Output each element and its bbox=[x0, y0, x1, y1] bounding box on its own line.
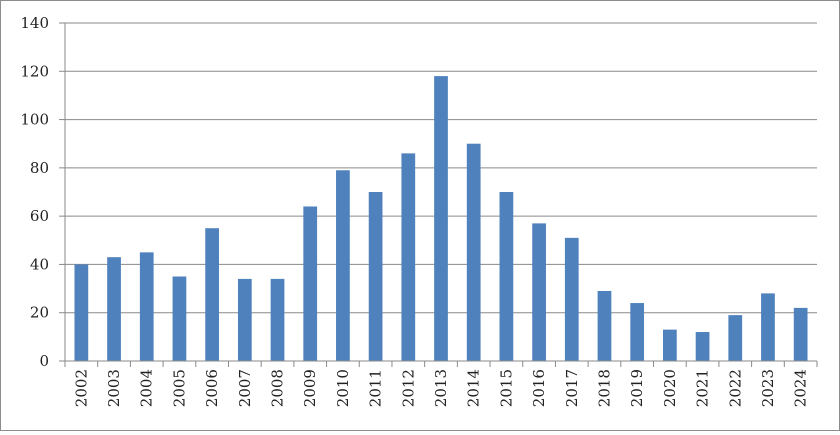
x-tick-label: 2020 bbox=[661, 369, 679, 407]
x-tick-label: 2014 bbox=[465, 369, 483, 407]
bar-2014 bbox=[466, 143, 481, 361]
x-tick-label: 2019 bbox=[628, 369, 646, 407]
x-tick-label: 2010 bbox=[334, 369, 352, 407]
bar-2004 bbox=[139, 252, 154, 361]
bar-2013 bbox=[434, 76, 448, 361]
x-tick-label: 2005 bbox=[170, 369, 188, 407]
y-tick-label: 100 bbox=[20, 111, 49, 129]
x-tick-label: 2021 bbox=[694, 369, 712, 407]
x-tick-label: 2022 bbox=[726, 369, 744, 407]
x-tick-label: 2004 bbox=[138, 369, 156, 407]
bar-2002 bbox=[74, 264, 89, 361]
x-tick-label: 2002 bbox=[72, 369, 90, 407]
bar-2005 bbox=[172, 276, 187, 361]
bar-2008 bbox=[270, 278, 285, 361]
bar-2024 bbox=[793, 307, 808, 361]
y-tick-label: 120 bbox=[20, 62, 49, 80]
y-tick-label: 20 bbox=[30, 304, 49, 322]
bar-2009 bbox=[303, 206, 318, 361]
y-tick-label: 60 bbox=[30, 207, 49, 225]
x-tick-label: 2017 bbox=[563, 369, 581, 407]
y-tick-label: 40 bbox=[30, 255, 49, 273]
bar-2017 bbox=[564, 237, 579, 361]
bar-2012 bbox=[401, 153, 416, 361]
x-tick-label: 2009 bbox=[301, 369, 319, 407]
bar-2010 bbox=[336, 170, 350, 361]
x-tick-label: 2012 bbox=[399, 369, 417, 407]
x-tick-label: 2008 bbox=[269, 369, 287, 407]
x-tick-label: 2016 bbox=[530, 369, 548, 407]
y-tick-label: 140 bbox=[20, 14, 49, 32]
x-tick-label: 2003 bbox=[105, 369, 123, 407]
x-tick-label: 2015 bbox=[497, 369, 515, 407]
bar-2006 bbox=[205, 228, 219, 361]
bar-2021 bbox=[695, 332, 710, 361]
bar-2003 bbox=[107, 257, 121, 361]
bar-2007 bbox=[237, 278, 252, 361]
y-tick-label: 0 bbox=[39, 352, 49, 370]
x-tick-label: 2011 bbox=[367, 369, 385, 407]
bar-2019 bbox=[630, 303, 645, 361]
bar-2018 bbox=[597, 290, 612, 361]
bar-2023 bbox=[761, 293, 775, 361]
bar-2011 bbox=[368, 192, 383, 361]
x-tick-label: 2007 bbox=[236, 369, 254, 407]
x-tick-label: 2024 bbox=[792, 369, 810, 407]
x-tick-label: 2018 bbox=[595, 369, 613, 407]
bar-2020 bbox=[663, 329, 677, 361]
y-tick-label: 80 bbox=[30, 159, 49, 177]
x-tick-label: 2006 bbox=[203, 369, 221, 407]
x-tick-label: 2023 bbox=[759, 369, 777, 407]
x-tick-label: 2013 bbox=[432, 369, 450, 407]
bar-2022 bbox=[728, 315, 743, 361]
bar-2015 bbox=[499, 192, 514, 361]
bar-2016 bbox=[532, 223, 546, 361]
